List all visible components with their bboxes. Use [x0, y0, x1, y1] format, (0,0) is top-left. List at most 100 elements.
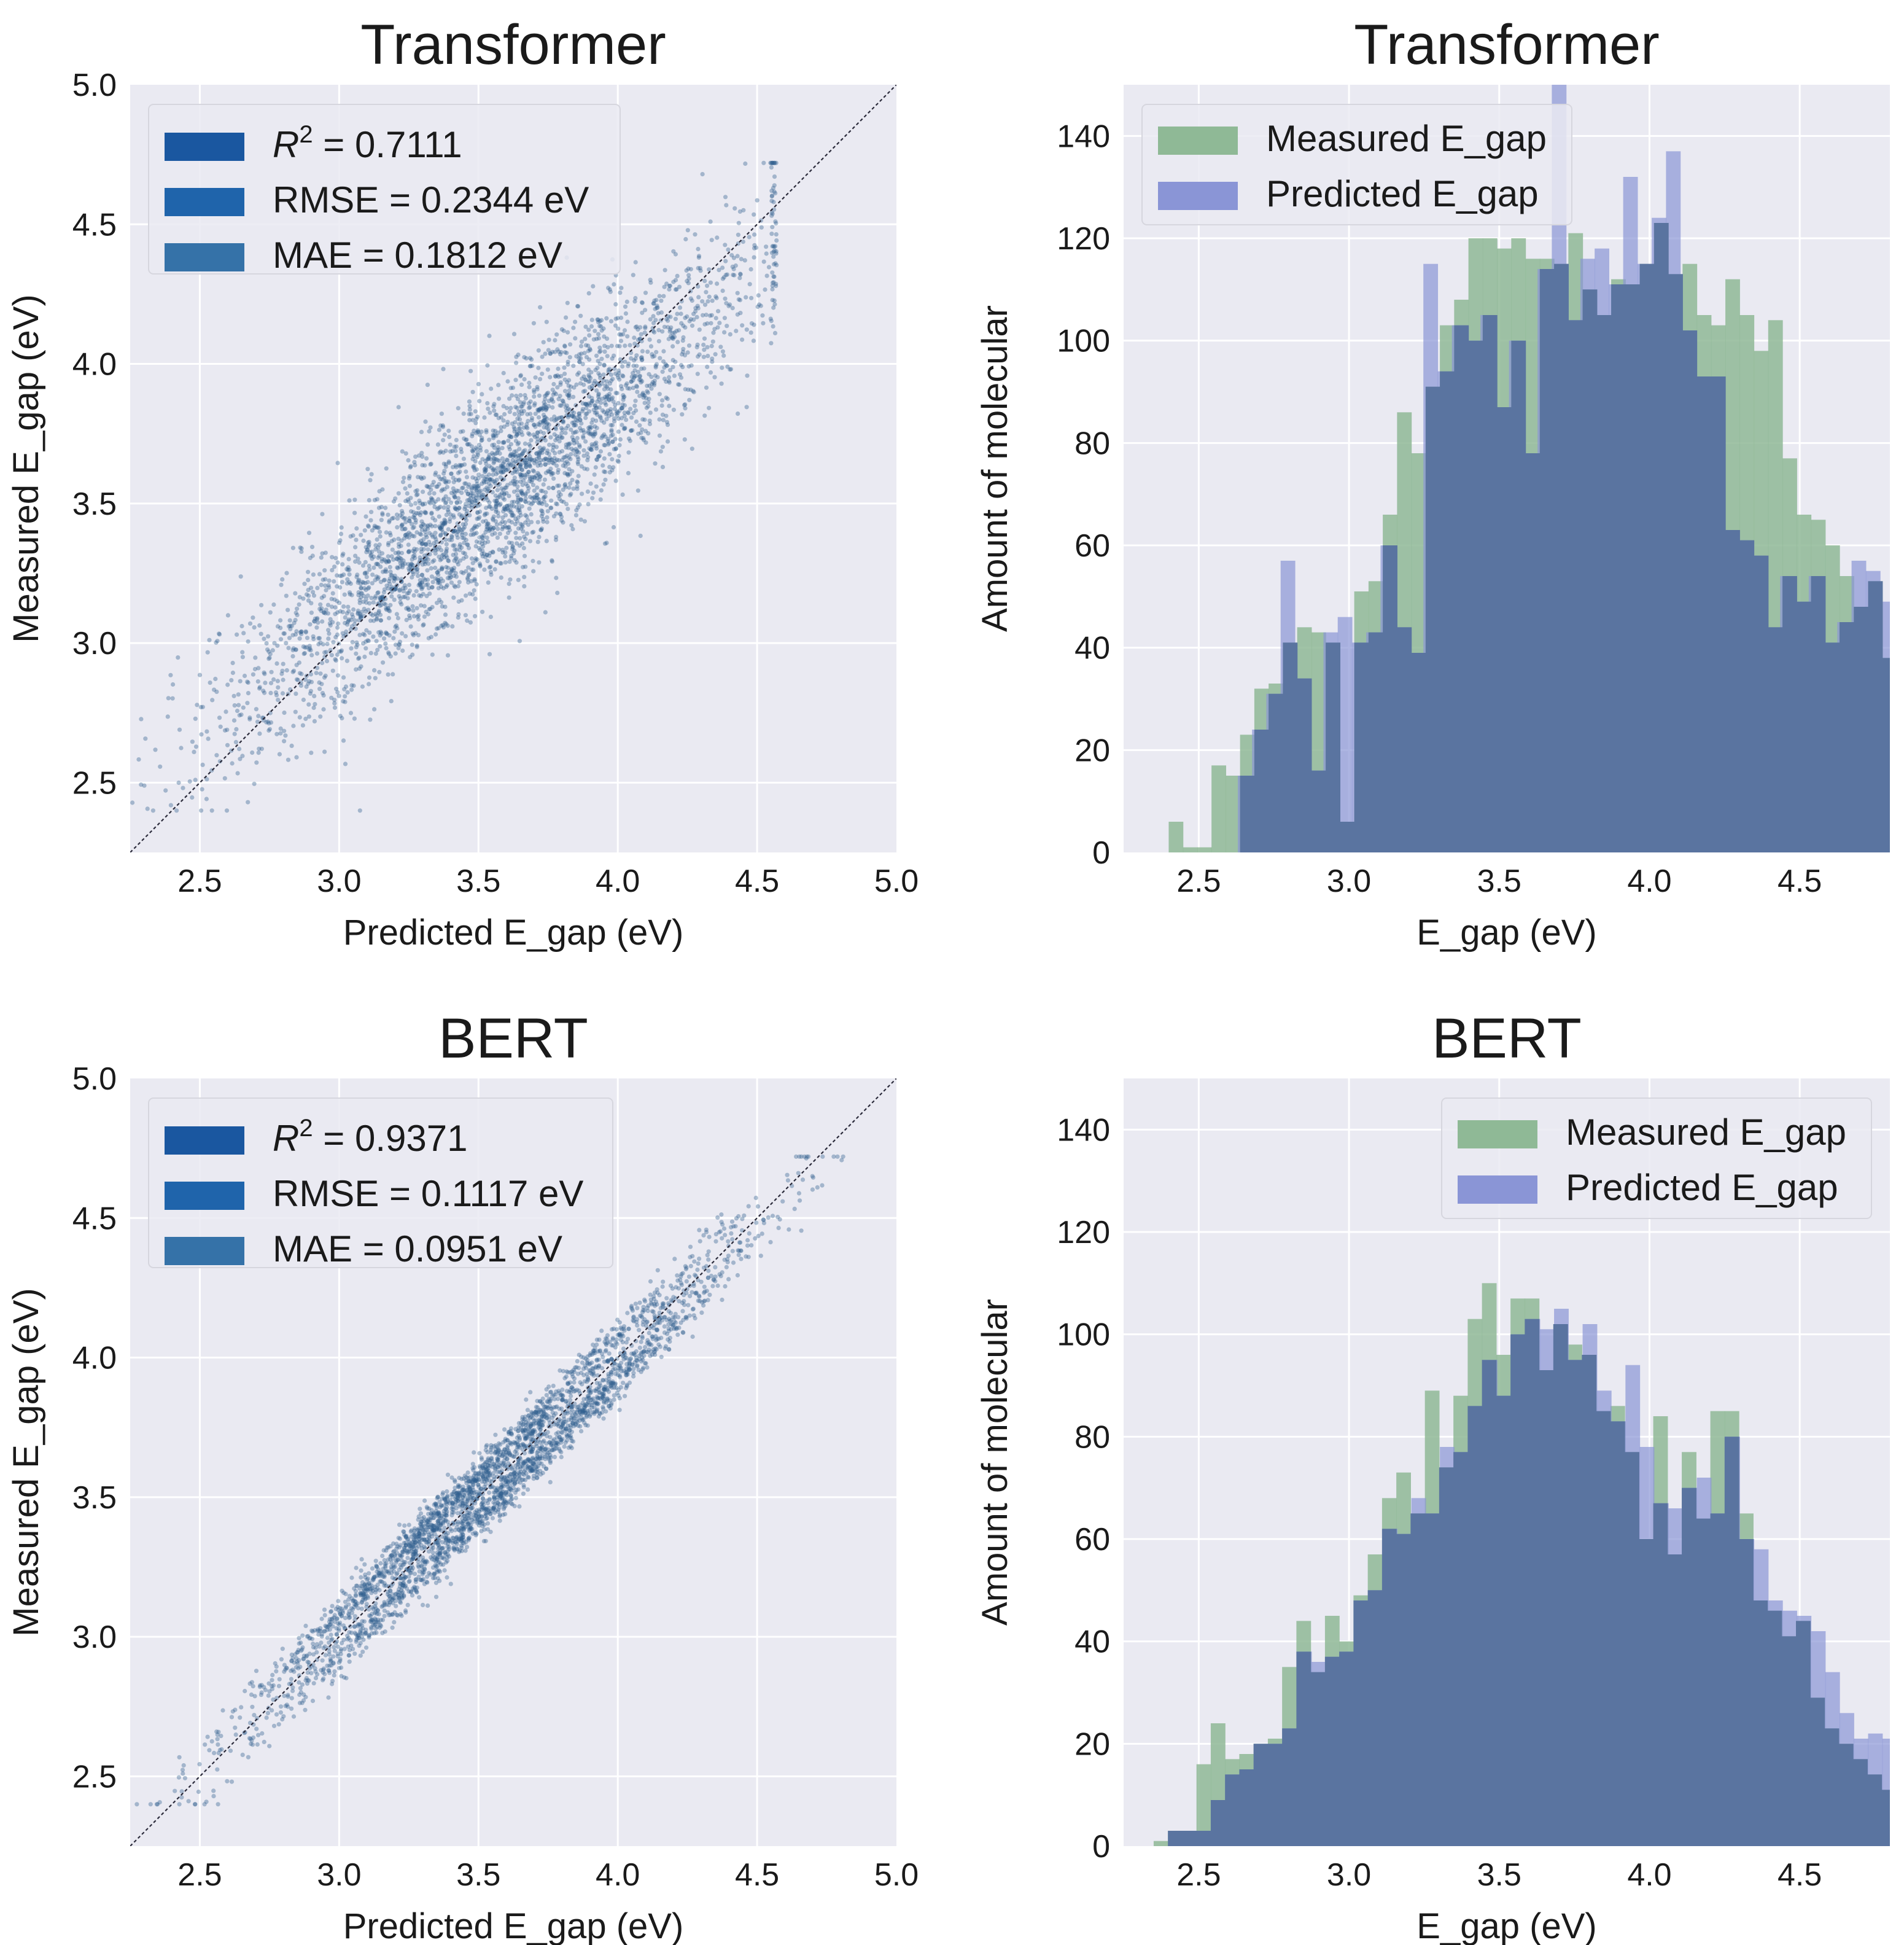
scatter-point	[411, 524, 416, 529]
scatter-point	[561, 399, 565, 404]
scatter-point	[537, 560, 542, 565]
scatter-point	[480, 474, 485, 479]
scatter-point	[472, 484, 478, 489]
scatter-point	[504, 525, 509, 530]
scatter-point	[259, 746, 264, 751]
scatter-point	[665, 396, 670, 402]
scatter-point	[739, 257, 744, 262]
scatter-point	[459, 1537, 464, 1542]
scatter-point	[376, 630, 381, 635]
scatter-point	[520, 482, 525, 488]
y-tick-label: 4.5	[72, 207, 117, 243]
scatter-point	[504, 467, 509, 473]
scatter-point	[509, 503, 514, 508]
scatter-point	[586, 454, 591, 460]
scatter-point	[654, 349, 659, 354]
scatter-point	[578, 313, 583, 318]
scatter-point	[758, 303, 763, 308]
scatter-point	[617, 1396, 622, 1401]
scatter-point	[492, 1495, 497, 1501]
scatter-point	[398, 1612, 403, 1617]
scatter-point	[590, 1366, 595, 1371]
scatter-point	[365, 547, 370, 552]
scatter-point	[373, 651, 378, 656]
scatter-point	[510, 1479, 515, 1484]
scatter-point	[806, 1154, 811, 1159]
scatter-point	[659, 298, 664, 303]
scatter-point	[462, 551, 467, 556]
scatter-point	[353, 545, 358, 550]
scatter-point	[475, 467, 480, 472]
scatter-point	[426, 1511, 431, 1516]
scatter-point	[397, 642, 402, 647]
scatter-point	[400, 511, 405, 516]
scatter-point	[475, 504, 480, 509]
scatter-point	[262, 636, 266, 641]
scatter-point	[629, 428, 634, 433]
scatter-point	[474, 493, 480, 498]
scatter-point	[519, 504, 524, 509]
scatter-point	[675, 273, 680, 278]
scatter-point	[403, 532, 408, 538]
scatter-point	[495, 496, 500, 501]
scatter-point	[523, 473, 528, 478]
scatter-point	[548, 458, 554, 462]
scatter-point	[677, 382, 682, 387]
scatter-point	[597, 1411, 602, 1416]
scatter-point	[755, 304, 760, 310]
scatter-point	[554, 417, 559, 423]
scatter-point	[282, 1669, 287, 1674]
scatter-point	[335, 1651, 340, 1656]
scatter-point	[523, 464, 529, 469]
scatter-point	[444, 550, 449, 555]
scatter-point	[444, 584, 449, 590]
scatter-point	[612, 1385, 616, 1390]
scatter-point	[515, 459, 520, 464]
scatter-point	[286, 607, 290, 612]
scatter-point	[398, 1554, 404, 1559]
scatter-point	[304, 645, 309, 650]
scatter-point	[673, 252, 678, 257]
scatter-point	[697, 1298, 702, 1303]
scatter-point	[441, 521, 446, 526]
scatter-point	[467, 1489, 472, 1494]
scatter-point	[419, 542, 424, 547]
scatter-point	[486, 1463, 491, 1468]
scatter-point	[585, 1361, 590, 1366]
x-tick-label: 4.5	[735, 1857, 779, 1893]
scatter-point	[312, 693, 317, 698]
scatter-point	[302, 651, 307, 656]
scatter-point	[539, 436, 545, 441]
scatter-point	[607, 1351, 612, 1356]
scatter-point	[518, 513, 523, 518]
scatter-point	[657, 417, 662, 422]
scatter-point	[371, 1577, 376, 1581]
scatter-point	[524, 464, 529, 470]
scatter-point	[587, 409, 592, 414]
scatter-point	[130, 800, 135, 805]
scatter-point	[251, 615, 255, 620]
scatter-point	[440, 1555, 445, 1560]
scatter-point	[493, 1432, 498, 1437]
scatter-point	[278, 1704, 284, 1709]
scatter-point	[390, 1612, 395, 1617]
scatter-point	[375, 591, 380, 596]
scatter-point	[531, 432, 536, 437]
scatter-point	[262, 690, 267, 695]
scatter-point	[487, 477, 492, 482]
scatter-point	[329, 604, 335, 609]
scatter-point	[482, 1527, 487, 1532]
scatter-point	[400, 509, 405, 513]
scatter-point	[655, 305, 660, 310]
scatter-point	[642, 366, 647, 371]
scatter-point	[436, 497, 441, 502]
scatter-point	[439, 1521, 444, 1526]
scatter-point	[618, 357, 623, 362]
scatter-point	[489, 1450, 494, 1455]
scatter-point	[535, 476, 540, 481]
scatter-point	[607, 470, 612, 475]
scatter-point	[340, 631, 345, 636]
scatter-point	[424, 609, 429, 615]
scatter-point	[289, 1706, 294, 1711]
scatter-point	[398, 596, 403, 601]
